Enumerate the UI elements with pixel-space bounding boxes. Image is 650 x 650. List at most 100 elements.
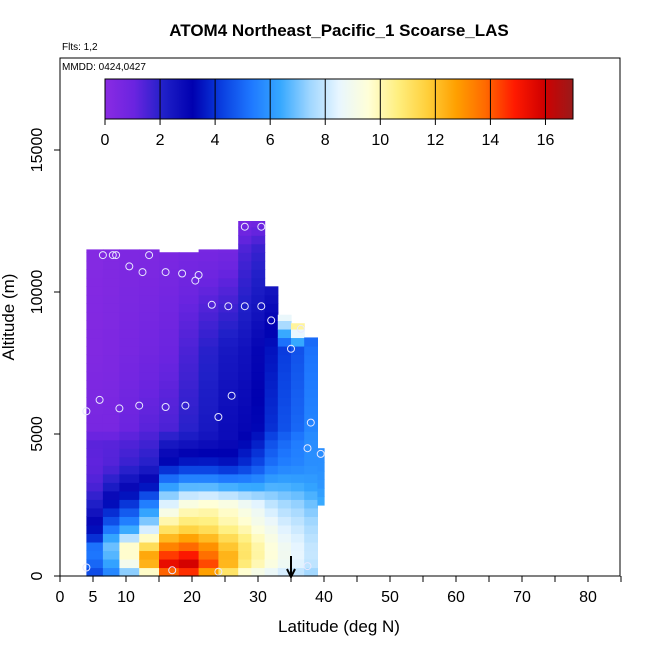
x-tick-label: 60 — [447, 589, 465, 606]
heatmap-cell — [86, 431, 104, 441]
heatmap-cell — [291, 524, 305, 534]
colorbar — [104, 78, 574, 120]
heatmap-cell — [304, 456, 318, 466]
heatmap-cell — [139, 533, 160, 543]
heatmap-cell — [218, 249, 239, 253]
y-tick-label: 15000 — [29, 128, 46, 173]
heatmap-cell — [139, 311, 160, 321]
heatmap-cell — [86, 558, 104, 569]
heatmap-cell — [178, 524, 200, 534]
observation-point — [287, 344, 295, 353]
observation-point — [214, 567, 223, 576]
heatmap-cell — [218, 516, 239, 526]
heatmap-cell — [251, 286, 266, 296]
heatmap-cell — [119, 439, 140, 449]
heatmap-cell — [304, 507, 318, 517]
heatmap-cell — [159, 473, 180, 483]
heatmap-cell — [198, 490, 219, 500]
heatmap-cell — [86, 490, 104, 500]
heatmap-cell — [178, 448, 200, 458]
heatmap-cell — [139, 507, 160, 517]
heatmap-cell — [277, 363, 292, 373]
colorbar-tick-label: 12 — [426, 132, 444, 149]
heatmap-cell — [198, 249, 219, 253]
heatmap-cell — [159, 439, 180, 449]
heatmap-cell — [139, 328, 160, 339]
heatmap-cell — [102, 303, 120, 313]
heatmap-cell — [178, 533, 200, 543]
heatmap-cell — [218, 507, 239, 517]
heatmap-cell — [198, 252, 219, 262]
heatmap-cell — [277, 482, 292, 492]
heatmap-cell — [139, 260, 160, 270]
colorbar-tick-label: 8 — [321, 132, 330, 149]
heatmap-cell — [86, 371, 104, 381]
heatmap-cell — [238, 226, 252, 236]
heatmap-cell — [291, 507, 305, 517]
heatmap-cell — [119, 524, 140, 534]
heatmap-cell — [159, 328, 180, 339]
heatmap-cell — [178, 320, 200, 330]
heatmap-cell — [238, 294, 252, 304]
heatmap-cell — [251, 294, 266, 304]
heatmap-cell — [159, 303, 180, 313]
x-tick-label: 50 — [381, 589, 399, 606]
heatmap-cell — [119, 345, 140, 356]
heatmap-cell — [291, 371, 305, 381]
heatmap-cell — [198, 567, 219, 577]
heatmap-cell — [264, 558, 279, 569]
heatmap-cell — [277, 516, 292, 526]
y-tick-label: 10000 — [29, 270, 46, 315]
heatmap-cell — [264, 388, 279, 398]
heatmap-cell — [102, 405, 120, 415]
heatmap-cell — [86, 260, 104, 270]
x-axis-label: Latitude (deg N) — [278, 617, 400, 636]
heatmap-cell — [238, 567, 252, 577]
heatmap-cell — [178, 439, 200, 449]
observation-point — [303, 444, 312, 453]
heatmap-cell — [218, 482, 239, 492]
heatmap-cell — [251, 405, 266, 415]
heatmap-cell — [198, 380, 219, 390]
heatmap-cell — [264, 363, 279, 373]
heatmap-cell — [102, 380, 120, 390]
heatmap-cell — [304, 380, 318, 390]
heatmap-cell — [218, 490, 239, 500]
heatmap-cell — [251, 482, 266, 492]
heatmap-cell — [159, 286, 180, 296]
heatmap-cell — [139, 414, 160, 424]
heatmap-cell — [264, 541, 279, 552]
heatmap-cell — [291, 380, 305, 390]
x-axis: 0 5 10 20 30 40 50 60 70 80 — [56, 576, 622, 606]
heatmap-cell — [238, 277, 252, 287]
heatmap-cell — [119, 482, 140, 492]
heatmap-cell — [304, 345, 318, 356]
heatmap-cell — [178, 328, 200, 339]
heatmap-cell — [238, 303, 252, 313]
heatmap-cell — [86, 482, 104, 492]
heatmap-cell — [251, 269, 266, 279]
heatmap-cell — [159, 422, 180, 432]
heatmap-cell — [264, 490, 279, 500]
heatmap-cell — [264, 397, 279, 407]
heatmap-cell — [218, 303, 239, 313]
heatmap-cell — [198, 482, 219, 492]
observation-point — [178, 269, 187, 278]
x-tick-label: 0 — [56, 589, 65, 606]
heatmap-cell — [139, 456, 160, 466]
heatmap-cell — [102, 550, 120, 560]
heatmap-cell — [218, 328, 239, 339]
heatmap-cell — [304, 473, 318, 483]
heatmap-cell — [304, 490, 318, 500]
heatmap-cell — [102, 311, 120, 321]
heatmap-cell — [119, 269, 140, 279]
heatmap-cell — [291, 448, 305, 458]
heatmap-cell — [119, 550, 140, 560]
heatmap-cell — [86, 414, 104, 424]
heatmap-cell — [264, 465, 279, 475]
heatmap-cell — [119, 337, 140, 347]
colorbar-tick-label: 6 — [266, 132, 275, 149]
heatmap-cell — [291, 533, 305, 543]
heatmap-cell — [198, 541, 219, 552]
heatmap-cell — [304, 524, 318, 534]
